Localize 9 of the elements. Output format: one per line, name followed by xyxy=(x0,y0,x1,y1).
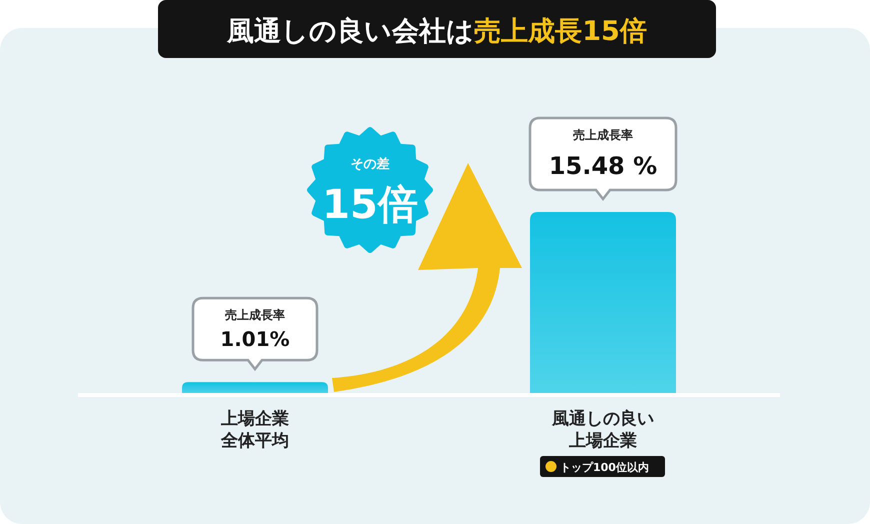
x-tick-label: 上場企業全体平均 xyxy=(220,409,289,451)
x-tick-label: 風通しの良い上場企業 xyxy=(551,409,654,451)
chart-title: 風通しの良い会社は売上成長15倍 xyxy=(226,16,647,47)
text: トップ100位以内 xyxy=(560,461,649,474)
data-label: 1.01% xyxy=(220,327,290,352)
annotation: その差 15倍 xyxy=(322,157,418,228)
annotation: 売上成長率 xyxy=(225,308,285,322)
data-label: 15.48 % xyxy=(548,152,658,180)
text: 売上成長率 xyxy=(573,128,633,142)
